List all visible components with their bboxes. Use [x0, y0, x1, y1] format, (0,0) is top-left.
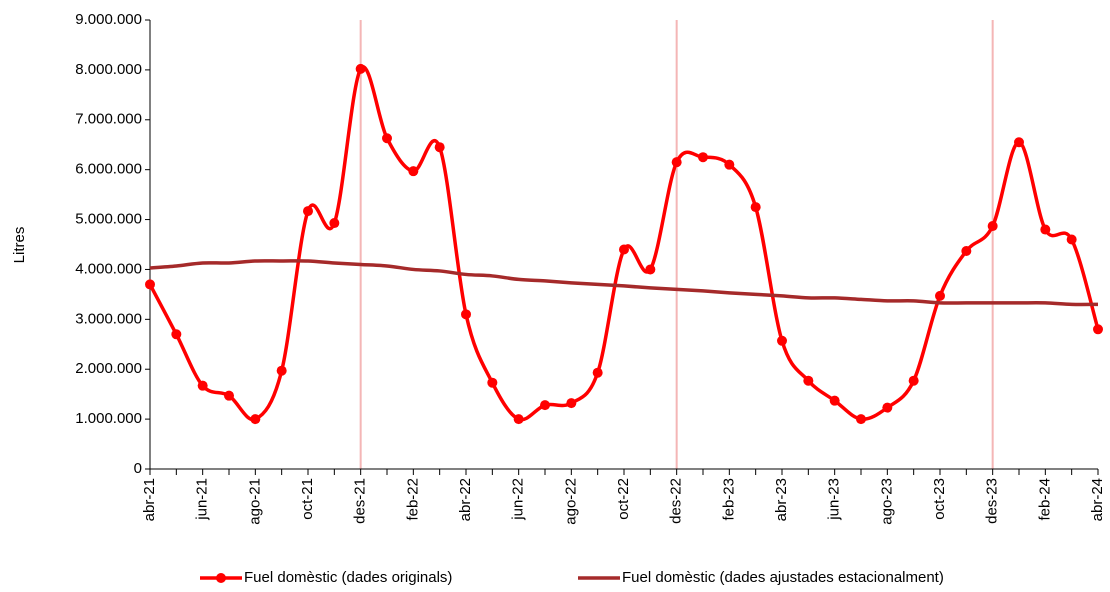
- legend-marker: [216, 573, 226, 583]
- x-tick-label: jun-22: [510, 478, 527, 521]
- x-tick-label: ago-21: [246, 478, 263, 525]
- point: [1014, 137, 1024, 148]
- series-line: [149, 259, 1099, 307]
- point: [908, 375, 919, 386]
- x-tick-label: des-21: [352, 478, 369, 524]
- point: [329, 218, 340, 229]
- point: [303, 206, 313, 217]
- y-tick-label: 2.000.000: [75, 360, 142, 377]
- point: [250, 414, 261, 425]
- point: [224, 390, 234, 401]
- point: [145, 279, 155, 290]
- x-tick-label: des-22: [668, 478, 685, 524]
- point: [671, 157, 682, 168]
- point: [513, 414, 524, 425]
- x-tick-label: ago-22: [562, 478, 579, 525]
- point: [1066, 234, 1077, 245]
- legend-label: Fuel domèstic (dades originals): [244, 569, 452, 586]
- point: [1093, 324, 1103, 335]
- y-tick-label: 1.000.000: [75, 410, 142, 427]
- x-tick-label: ago-23: [878, 478, 895, 525]
- point: [619, 244, 629, 255]
- y-tick-label: 3.000.000: [75, 310, 142, 327]
- x-tick-label: jun-21: [194, 478, 211, 521]
- point: [197, 380, 208, 391]
- point: [1040, 224, 1051, 235]
- point: [935, 290, 945, 301]
- x-tick-label: jun-23: [826, 478, 843, 521]
- point: [645, 264, 656, 275]
- series-line: [148, 65, 1100, 422]
- y-tick-label: 8.000.000: [75, 61, 142, 78]
- point: [777, 335, 787, 346]
- y-tick-label: 6.000.000: [75, 161, 142, 178]
- y-tick-label: 9.000.000: [75, 11, 142, 28]
- point: [276, 365, 287, 376]
- point: [698, 152, 708, 163]
- x-tick-label: oct-23: [931, 478, 948, 520]
- x-tick-label: abr-24: [1089, 478, 1106, 521]
- point: [461, 309, 471, 320]
- point: [487, 377, 498, 388]
- point: [566, 398, 577, 409]
- x-tick-label: feb-23: [720, 478, 737, 521]
- point: [355, 63, 366, 74]
- y-tick-label: 7.000.000: [75, 111, 142, 128]
- point: [856, 414, 866, 425]
- x-tick-label: abr-22: [457, 478, 474, 521]
- legend-label: Fuel domèstic (dades ajustades estaciona…: [622, 569, 944, 586]
- y-tick-label: 4.000.000: [75, 260, 142, 277]
- x-tick-label: oct-21: [299, 478, 316, 520]
- x-tick-label: feb-24: [1036, 478, 1053, 521]
- point: [540, 400, 550, 411]
- x-tick-label: des-23: [984, 478, 1001, 524]
- point: [171, 329, 182, 340]
- point: [750, 202, 761, 213]
- x-tick-label: abr-21: [141, 478, 158, 521]
- point: [882, 402, 893, 413]
- x-tick-label: feb-22: [404, 478, 421, 521]
- point: [987, 221, 998, 232]
- y-tick-label: 0: [134, 460, 142, 477]
- point: [592, 367, 603, 378]
- point: [382, 133, 392, 144]
- point: [434, 142, 445, 153]
- point: [961, 245, 972, 256]
- x-tick-label: oct-22: [615, 478, 632, 520]
- point: [408, 166, 419, 177]
- y-tick-label: 5.000.000: [75, 211, 142, 228]
- point: [803, 375, 814, 386]
- point: [829, 395, 840, 406]
- point: [724, 159, 735, 170]
- y-axis-label: Litres: [11, 227, 28, 264]
- x-tick-label: abr-23: [773, 478, 790, 521]
